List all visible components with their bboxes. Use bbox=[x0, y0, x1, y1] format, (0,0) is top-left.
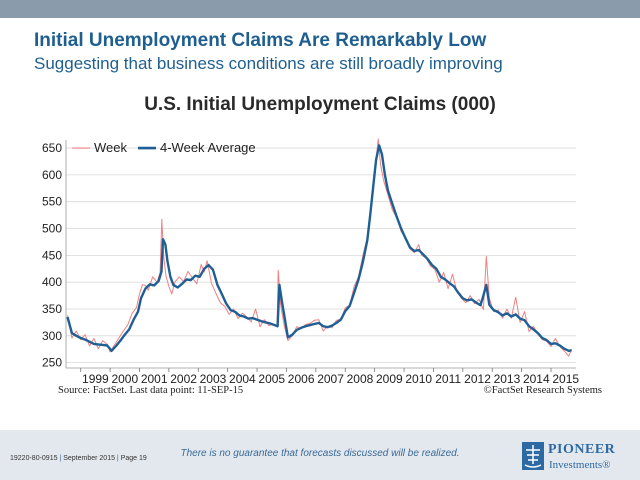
legend-label: 4-Week Average bbox=[160, 140, 256, 155]
x-tick-label: 2010 bbox=[405, 372, 432, 386]
y-tick-label: 250 bbox=[42, 356, 62, 370]
x-tick-label: 2015 bbox=[552, 372, 579, 386]
legend: Week 4-Week Average bbox=[72, 140, 256, 155]
chart-title: U.S. Initial Unemployment Claims (000) bbox=[144, 94, 496, 115]
y-tick-label: 450 bbox=[42, 248, 62, 262]
source-note: Source: FactSet. Last data point: 11-SEP… bbox=[58, 385, 244, 396]
footer-code: 19220-80-0915 bbox=[10, 455, 58, 462]
x-tick-label: 2000 bbox=[111, 372, 138, 386]
x-axis-ticks: 1999 2000 2001 2002 2003 2004 2005 2006 2007 2008… bbox=[80, 368, 579, 386]
y-tick-label: 550 bbox=[42, 195, 62, 209]
grid-lines bbox=[65, 140, 576, 369]
x-tick-label: 1999 bbox=[82, 372, 109, 386]
x-tick-label: 2008 bbox=[347, 372, 374, 386]
slide-subtitle: Suggesting that business conditions are … bbox=[34, 54, 503, 73]
footer-separator: | bbox=[114, 455, 121, 462]
ship-icon bbox=[522, 442, 544, 470]
series-lines bbox=[66, 138, 573, 357]
series-line-4-week-average bbox=[66, 144, 572, 352]
y-tick-label: 600 bbox=[42, 168, 62, 182]
x-tick-label: 2004 bbox=[229, 372, 256, 386]
x-tick-label: 2012 bbox=[464, 372, 491, 386]
x-tick-label: 2013 bbox=[494, 372, 521, 386]
footer-page: Page 19 bbox=[120, 455, 147, 462]
legend-label: Week bbox=[94, 140, 127, 155]
disclaimer: There is no guarantee that forecasts dis… bbox=[180, 448, 460, 459]
x-tick-label: 2002 bbox=[170, 372, 197, 386]
y-tick-label: 400 bbox=[42, 275, 62, 289]
y-tick-label: 350 bbox=[42, 302, 62, 316]
logo-word: PIONEER bbox=[548, 442, 616, 457]
x-tick-label: 2014 bbox=[523, 372, 550, 386]
y-tick-label: 500 bbox=[42, 222, 62, 236]
series-line-week bbox=[67, 138, 573, 357]
slide-title: Initial Unemployment Claims Are Remarkab… bbox=[34, 30, 487, 51]
y-axis-ticks: 250 300 350 400 450 500 550 600 650 bbox=[42, 141, 62, 370]
copyright-note: ©FactSet Research Systems bbox=[483, 385, 602, 396]
y-tick-label: 300 bbox=[42, 329, 62, 343]
top-band bbox=[0, 0, 640, 18]
x-tick-label: 2011 bbox=[435, 372, 461, 386]
footer-separator: | bbox=[57, 455, 64, 462]
x-tick-label: 2007 bbox=[317, 372, 344, 386]
x-tick-label: 2005 bbox=[258, 372, 285, 386]
footer-id: 19220-80-0915 | September 2015 | Page 19 bbox=[10, 455, 147, 462]
x-tick-label: 2009 bbox=[376, 372, 403, 386]
pioneer-logo: PIONEER Investments® bbox=[522, 442, 634, 474]
x-tick-label: 2003 bbox=[200, 372, 227, 386]
x-tick-label: 2006 bbox=[288, 372, 315, 386]
footer-date: September 2015 bbox=[63, 455, 115, 462]
y-tick-label: 650 bbox=[42, 141, 62, 155]
x-tick-label: 2001 bbox=[141, 372, 168, 386]
logo-word-sub: Investments® bbox=[549, 459, 611, 471]
